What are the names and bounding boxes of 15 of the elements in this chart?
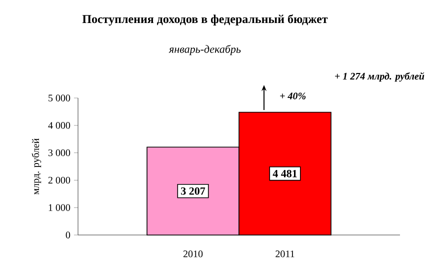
text: + 1 274 млрд. рублей: [335, 72, 424, 82]
annotation: + 40%: [280, 92, 306, 100]
y-tick-label: 1 000: [48, 204, 70, 211]
y-axis-title: млрд. рублей: [32, 138, 42, 194]
data-label: 3 207: [181, 187, 206, 195]
y-tick-label: 3 000: [48, 149, 70, 156]
data-label: 4 481: [272, 170, 297, 178]
y-tick-label: 4 000: [48, 122, 70, 129]
y-tick-label: 0: [66, 232, 70, 238]
chart-title: Поступления доходов в федеральный бюджет: [82, 14, 328, 26]
x-tick-label: 2011: [276, 250, 294, 258]
x-tick-label: 2010: [183, 250, 203, 258]
y-tick-label: 5 000: [48, 94, 70, 102]
chart-subtitle: январь-декабрь: [168, 44, 241, 56]
y-tick-label: 2 000: [48, 176, 70, 184]
